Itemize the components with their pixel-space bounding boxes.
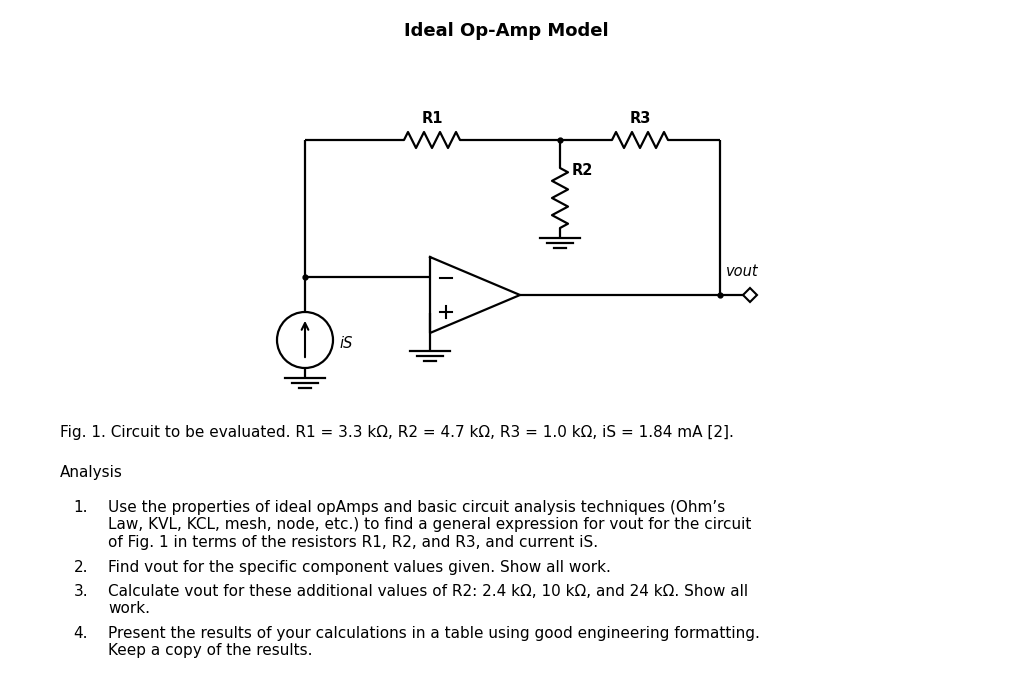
Text: iS: iS xyxy=(339,337,352,352)
Text: Ideal Op-Amp Model: Ideal Op-Amp Model xyxy=(403,22,608,40)
Text: R1: R1 xyxy=(421,111,442,126)
Text: Fig. 1. Circuit to be evaluated. R1 = 3.3 kΩ, R2 = 4.7 kΩ, R3 = 1.0 kΩ, iS = 1.8: Fig. 1. Circuit to be evaluated. R1 = 3.… xyxy=(60,425,733,440)
Text: Present the results of your calculations in a table using good engineering forma: Present the results of your calculations… xyxy=(108,626,759,658)
Text: Calculate vout for these additional values of R2: 2.4 kΩ, 10 kΩ, and 24 kΩ. Show: Calculate vout for these additional valu… xyxy=(108,584,747,616)
Text: Find vout for the specific component values given. Show all work.: Find vout for the specific component val… xyxy=(108,560,611,575)
Text: 2.: 2. xyxy=(74,560,88,575)
Text: R2: R2 xyxy=(571,163,592,178)
Text: Analysis: Analysis xyxy=(60,465,122,480)
Text: 1.: 1. xyxy=(74,500,88,515)
Text: Use the properties of ideal opAmps and basic circuit analysis techniques (Ohm’s
: Use the properties of ideal opAmps and b… xyxy=(108,500,750,550)
Text: R3: R3 xyxy=(629,111,650,126)
Text: 3.: 3. xyxy=(74,584,88,599)
Text: vout: vout xyxy=(725,264,757,279)
Text: 4.: 4. xyxy=(74,626,88,641)
